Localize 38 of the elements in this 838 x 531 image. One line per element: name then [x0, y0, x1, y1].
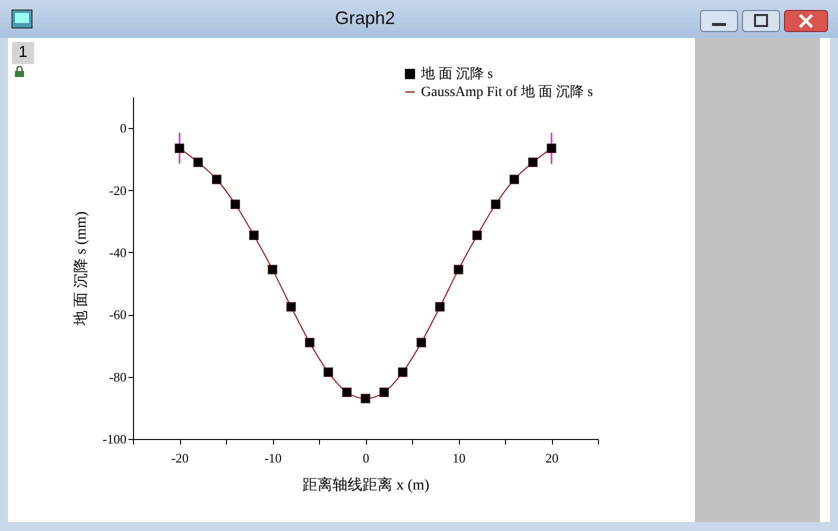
point — [379, 388, 389, 398]
chart-title: Graph2 — [334, 8, 396, 29]
point — [416, 338, 426, 348]
point — [174, 144, 184, 153]
y-tick-label: -60 — [109, 307, 126, 322]
legend-label: 地 面 沉降 s — [420, 66, 493, 82]
point — [249, 230, 259, 240]
point — [268, 264, 278, 274]
point — [324, 367, 333, 377]
point — [305, 338, 314, 348]
x-tick-label: 10 — [452, 450, 466, 466]
text: 1 — [12, 42, 34, 64]
point — [546, 144, 556, 153]
point — [286, 302, 296, 312]
point — [472, 230, 482, 240]
point — [398, 367, 408, 377]
x-tick-label: -20 — [171, 450, 189, 466]
point — [342, 388, 352, 398]
point — [435, 302, 445, 312]
x-tick-label: -10 — [264, 450, 282, 466]
y-tick-label: -40 — [109, 244, 126, 260]
point — [454, 264, 464, 274]
x-tick-label: 0 — [362, 450, 370, 466]
x-tick-label: 20 — [546, 450, 558, 466]
point — [193, 158, 203, 167]
x-axis-title: 距离轴线距离 x (m) — [302, 476, 430, 494]
point — [510, 174, 519, 184]
y-tick-label: 0 — [120, 120, 126, 136]
y-tick-label: -20 — [109, 182, 126, 198]
point — [230, 200, 240, 209]
point — [212, 174, 222, 184]
legend-label: GaussAmp Fit of 地 面 沉降 s — [421, 84, 593, 100]
point — [491, 200, 500, 209]
point — [528, 158, 538, 167]
y-axis-title: 地 面 沉降 s (mm) — [72, 211, 90, 327]
y-tick-label: -100 — [102, 432, 126, 446]
y-tick-label: -80 — [109, 369, 126, 384]
point — [360, 394, 370, 404]
